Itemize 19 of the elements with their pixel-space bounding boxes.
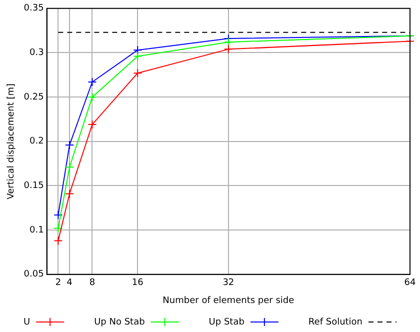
legend-label: Ref Solution [308, 317, 363, 328]
x-tick-label: 32 [222, 278, 234, 288]
y-tick-label: 0.15 [24, 181, 44, 192]
y-tick-label: 0.1 [30, 225, 44, 236]
y-tick-label: 0.2 [30, 136, 44, 147]
legend-label: Up Stab [208, 317, 245, 328]
legend-label: Up No Stab [94, 317, 146, 328]
x-tick-label: 8 [89, 278, 96, 288]
x-tick-label: 64 [404, 278, 416, 288]
y-tick-label: 0.25 [24, 92, 44, 102]
y-tick-label: 0.05 [24, 270, 44, 280]
legend-label: U [23, 317, 30, 328]
y-axis-title: Vertical displacement [m] [6, 83, 17, 200]
x-tick-label: 16 [132, 278, 144, 288]
x-tick-label: 4 [66, 278, 73, 288]
x-tick-label: 2 [55, 278, 62, 288]
y-tick-label: 0.35 [24, 4, 44, 14]
y-tick-label: 0.3 [30, 48, 44, 58]
x-axis-title: Number of elements per side [162, 296, 295, 306]
